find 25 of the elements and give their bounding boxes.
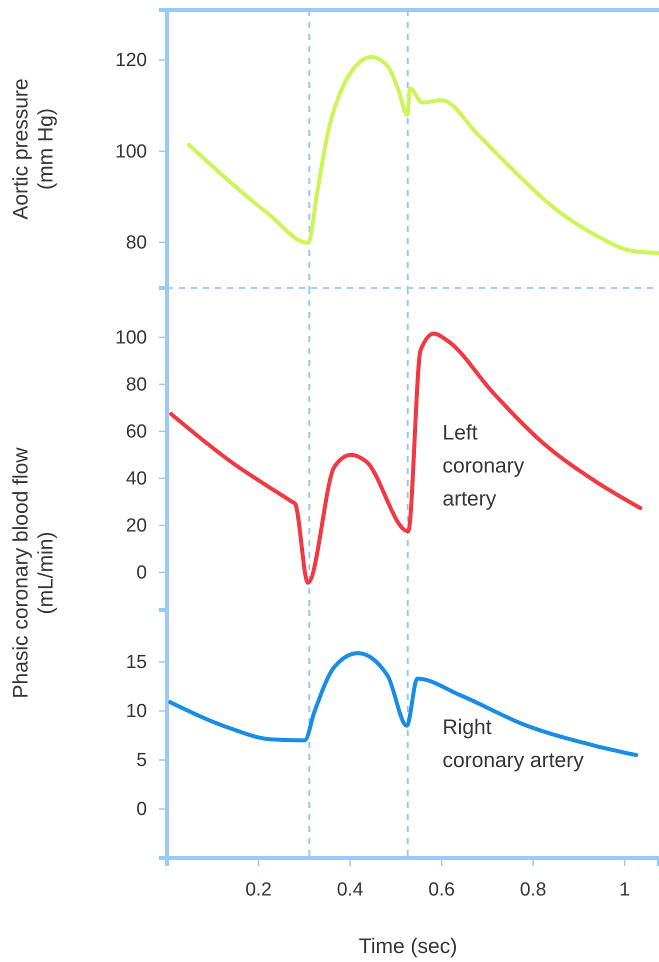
y-tick-label: 100 [115, 141, 147, 162]
y-tick-label: 80 [126, 374, 147, 396]
y-tick-label: 100 [115, 327, 147, 348]
line-series [169, 332, 642, 585]
y-axis-title: Aortic pressure (mm Hg) [10, 78, 58, 220]
x-axis-title: Time (sec) [358, 935, 458, 958]
series-label: Left coronary artery [442, 421, 525, 510]
y-tick-label: 0 [136, 562, 147, 584]
x-tick-label: 0.4 [336, 879, 364, 900]
series-label: Right coronary artery [442, 716, 584, 772]
y-tick-label: 15 [126, 652, 147, 674]
y-tick-label: 5 [136, 750, 147, 772]
y-tick-label: 0 [136, 799, 147, 820]
x-tick-label: 0.8 [520, 879, 546, 900]
x-tick-label: 0.2 [245, 879, 272, 900]
x-tick-label: 1 [619, 879, 630, 900]
y-tick-label: 120 [115, 50, 147, 72]
y-tick-label: 10 [126, 701, 147, 722]
x-tick-label: 0.6 [428, 879, 455, 900]
y-tick-label: 60 [126, 421, 147, 442]
line-series [186, 54, 659, 255]
y-tick-label: 20 [126, 515, 147, 536]
y-axis-title: Phasic coronary blood flow (mL/min) [10, 446, 58, 698]
y-tick-label: 80 [126, 232, 147, 254]
y-tick-label: 40 [126, 468, 147, 490]
